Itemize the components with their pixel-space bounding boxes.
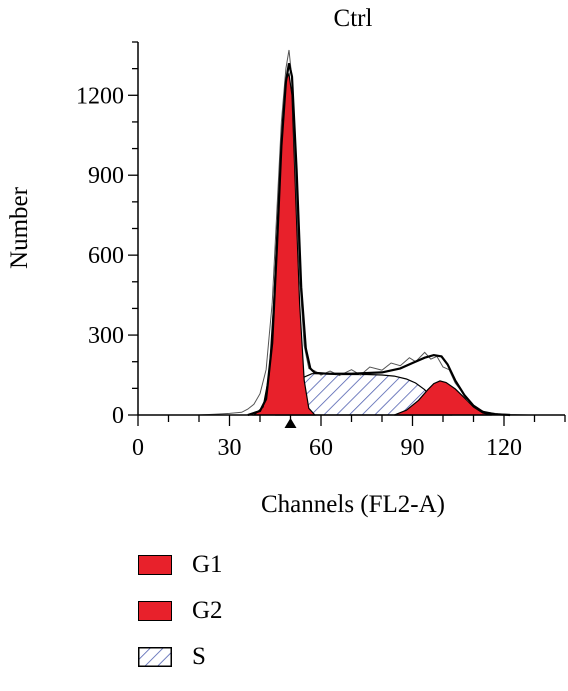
x-ticks: 0 30 60 90 120 xyxy=(132,415,566,461)
x-tick-label: 120 xyxy=(486,435,522,461)
x-tick-label: 0 xyxy=(132,435,144,461)
y-tick-label: 900 xyxy=(88,163,124,189)
legend: G1 G2 S xyxy=(138,551,223,691)
y-axis-title: Number xyxy=(6,186,33,269)
peak-marker xyxy=(284,418,297,428)
raw-data-line xyxy=(198,49,529,416)
x-axis-title: Channels (FL2-A) xyxy=(261,491,445,518)
series-g1-area xyxy=(252,72,317,416)
legend-label-g1: G1 xyxy=(192,551,223,578)
legend-swatch-g1 xyxy=(138,555,172,575)
cell-cycle-histogram: Ctrl 0 300 600 900 1200 0 30 60 90 120 Channels … xyxy=(6,5,566,518)
legend-item-g2: G2 xyxy=(138,597,223,624)
legend-swatch-s xyxy=(138,647,172,667)
y-tick-label: 300 xyxy=(88,323,124,349)
y-tick-label: 1200 xyxy=(76,83,124,109)
x-tick-label: 90 xyxy=(401,435,425,461)
legend-label-s: S xyxy=(192,643,206,670)
fit-curve-line xyxy=(247,63,511,417)
y-tick-label: 600 xyxy=(88,243,124,269)
y-ticks: 0 300 600 900 1200 xyxy=(76,41,138,429)
legend-label-g2: G2 xyxy=(192,597,223,624)
x-tick-label: 30 xyxy=(218,435,242,461)
plot-area xyxy=(198,49,529,417)
legend-swatch-g2 xyxy=(138,601,172,621)
legend-item-s: S xyxy=(138,643,223,670)
chart-title: Ctrl xyxy=(334,5,373,32)
legend-item-g1: G1 xyxy=(138,551,223,578)
x-tick-label: 60 xyxy=(309,435,333,461)
y-tick-label: 0 xyxy=(112,403,124,429)
